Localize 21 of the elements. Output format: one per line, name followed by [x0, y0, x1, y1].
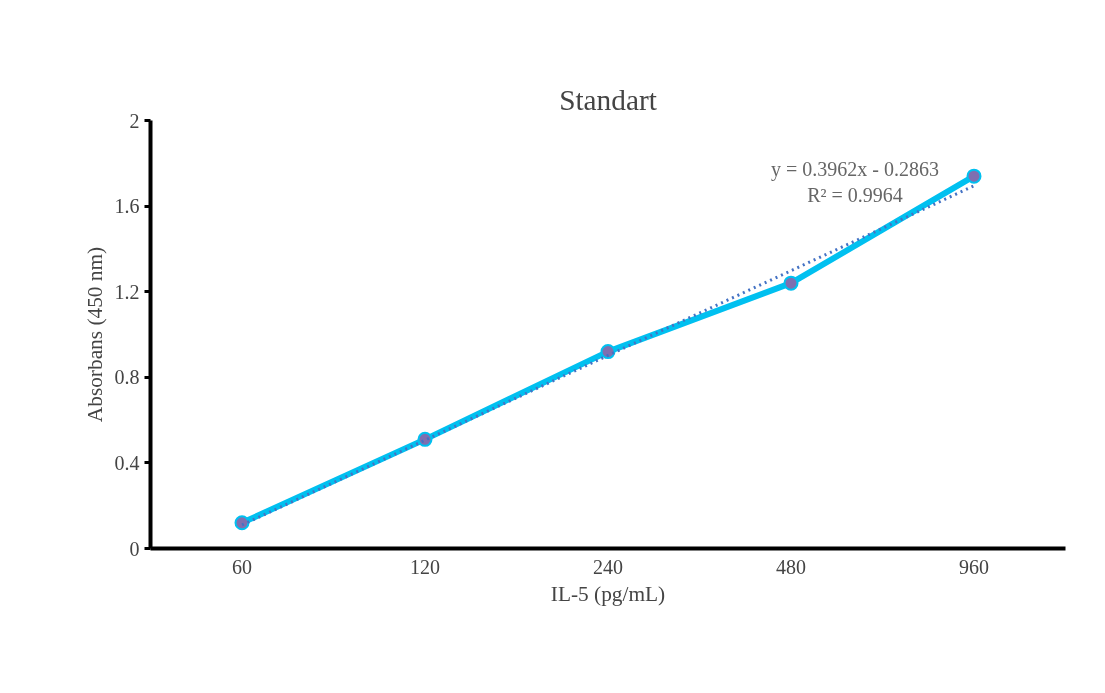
point: [966, 168, 982, 184]
point: [417, 431, 433, 447]
chart-title: Standart: [559, 83, 657, 116]
x-tick-label: 960: [959, 555, 989, 578]
x-axis-title: IL-5 (pg/mL): [550, 581, 666, 606]
y-tick-label: 0.8: [114, 366, 140, 389]
y-tick-label: 0.4: [114, 451, 140, 474]
annotation: R² = 0.9964: [807, 184, 903, 207]
annotation: y = 0.3962x - 0.2863: [771, 158, 940, 182]
x-tick-label: 120: [410, 555, 440, 578]
x-tick-label: 60: [232, 555, 252, 578]
y-tick-label: 1.2: [114, 280, 140, 303]
y-tick-label: 0: [129, 537, 140, 560]
y-tick-label: 2: [129, 109, 140, 132]
y-axis-title: Absorbans (450 nm): [82, 246, 107, 423]
x-tick-label: 480: [776, 555, 806, 578]
point: [783, 275, 799, 291]
point: [600, 344, 616, 360]
x-tick-label: 240: [593, 555, 623, 578]
point: [234, 515, 250, 531]
y-tick-label: 1.6: [114, 195, 140, 218]
